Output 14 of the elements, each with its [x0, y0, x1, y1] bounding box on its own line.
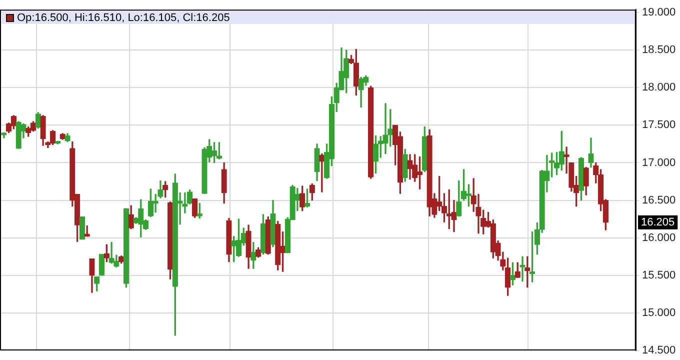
y-tick-label: 17.500	[642, 119, 676, 132]
y-tick-label: 14.500	[642, 344, 676, 356]
y-tick-label: 17.000	[642, 156, 676, 169]
y-tick-label: 18.000	[642, 82, 676, 94]
y-tick-label: 16.000	[642, 232, 676, 244]
annotation: Op:16.500, Hi:16.510, Lo:16.105, Cl:16.205	[17, 12, 230, 24]
candlestick	[520, 256, 526, 282]
y-tick-label: 15.000	[642, 306, 676, 319]
y-tick-label: 16.500	[642, 194, 676, 206]
text: 16.205	[641, 216, 675, 228]
y-tick-label: 15.500	[642, 269, 676, 282]
y-tick-label: 19.000	[642, 6, 676, 19]
info-bar: Op:16.500, Hi:16.510, Lo:16.105, Cl:16.205	[2, 10, 634, 24]
y-tick-label: 18.500	[642, 44, 676, 56]
